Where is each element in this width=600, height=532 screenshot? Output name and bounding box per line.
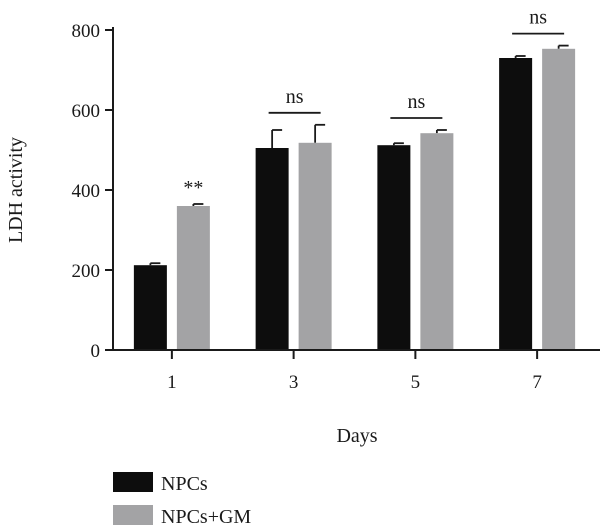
bar-npcs-gm-day-1 (176, 206, 210, 350)
y-tick-label-400: 400 (72, 181, 101, 202)
bar-npcs-day-7 (499, 58, 533, 350)
plot-area (133, 44, 576, 351)
y-tick-label-200: 200 (72, 261, 101, 282)
significance-label-day-5: ns (407, 91, 425, 113)
bar-npcs-day-1 (133, 265, 167, 350)
legend: NPCs NPCs+GM (113, 472, 251, 528)
x-axis: 1 3 5 7 (113, 349, 600, 393)
legend-swatch-npcs (113, 472, 153, 492)
y-axis: 0 200 400 600 800 (72, 21, 114, 362)
bar-npcs-day-3 (255, 148, 289, 350)
x-tick-label-5: 5 (411, 372, 421, 393)
significance-label-day-1: ** (183, 177, 203, 199)
bar-npcs-gm-day-3 (298, 142, 332, 350)
bar-npcs-gm-day-5 (420, 133, 454, 350)
bar-npcs-day-5 (377, 145, 411, 350)
x-tick-label-1: 1 (167, 372, 177, 393)
significance-label-day-3: ns (286, 86, 304, 108)
bar-npcs-gm-day-7 (542, 48, 576, 351)
annotations: ** ns ns ns (183, 7, 565, 199)
x-tick-label-7: 7 (532, 372, 542, 393)
legend-label-npcs: NPCs (161, 473, 208, 495)
x-tick-label-3: 3 (289, 372, 299, 393)
legend-swatch-npcs-gm (113, 505, 153, 525)
legend-label-npcs-gm: NPCs+GM (161, 506, 251, 528)
x-axis-title: Days (336, 425, 377, 447)
significance-label-day-7: ns (529, 7, 547, 29)
y-axis-title: LDH activity (5, 137, 27, 243)
y-tick-label-800: 800 (72, 21, 101, 42)
y-tick-label-600: 600 (72, 101, 101, 122)
y-tick-label-0: 0 (91, 341, 101, 362)
